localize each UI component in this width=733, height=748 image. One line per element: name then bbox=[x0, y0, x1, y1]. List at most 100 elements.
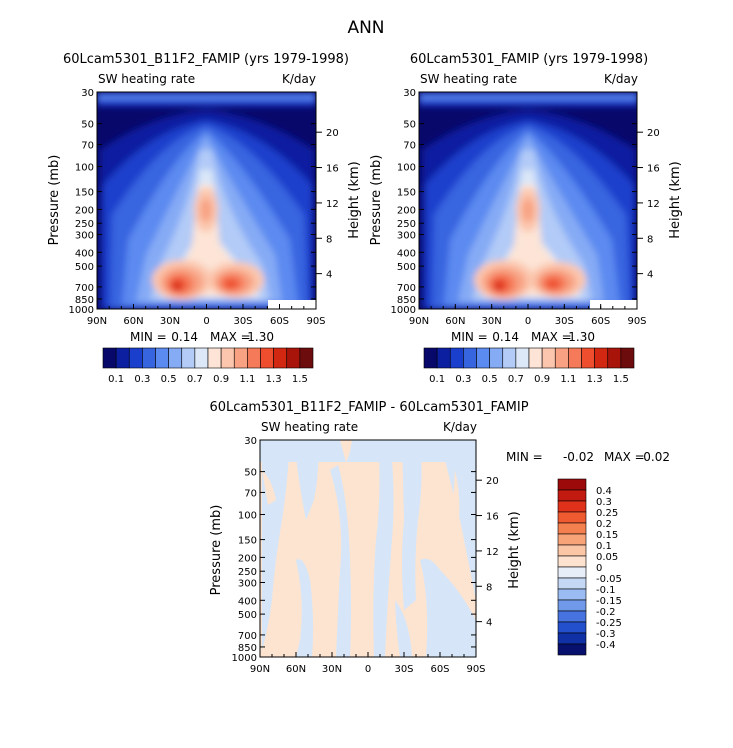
panel-2-max-value: 1.30 bbox=[568, 330, 595, 344]
x-tick-label: 0 bbox=[203, 316, 209, 327]
panel-2-min-label: MIN = bbox=[451, 330, 488, 344]
panel-2-subtitle-right: K/day bbox=[604, 72, 638, 86]
colorbar-swatch bbox=[220, 347, 235, 369]
colorbar-label: 0.3 bbox=[134, 374, 150, 385]
panel-1-colorbar: 0.1 0.3 0.5 0.7 0.9 1.1 1.3 1.5 bbox=[102, 347, 314, 385]
colorbar-label: -0.15 bbox=[596, 596, 622, 607]
y-tick-label: 850 bbox=[397, 295, 416, 306]
x-tick-label: 90N bbox=[250, 664, 270, 675]
colorbar-label: 1.5 bbox=[292, 374, 308, 385]
colorbar-label: -0.3 bbox=[596, 629, 616, 640]
y-tick-label: 400 bbox=[238, 596, 257, 607]
colorbar-swatch bbox=[557, 555, 587, 568]
y-tick-label: 30 bbox=[403, 88, 416, 99]
y-right-tick-label: 8 bbox=[326, 234, 332, 245]
x-tick-label: 30S bbox=[555, 316, 574, 327]
x-tick-label: 0 bbox=[365, 664, 371, 675]
x-tick-label: 0 bbox=[525, 316, 531, 327]
colorbar-swatch bbox=[449, 347, 464, 369]
colorbar-swatch bbox=[557, 599, 587, 612]
panel-3-title: 60Lcam5301_B11F2_FAMIP - 60Lcam5301_FAMI… bbox=[209, 400, 528, 415]
y-tick-label: 200 bbox=[75, 205, 94, 216]
panel-2-title: 60Lcam5301_FAMIP (yrs 1979-1998) bbox=[410, 52, 648, 67]
panel-1-ylabel-right: Height (km) bbox=[347, 161, 362, 238]
colorbar-swatch bbox=[528, 347, 543, 369]
colorbar-label: 0.5 bbox=[161, 374, 177, 385]
panel-3-ylabel: Pressure (mb) bbox=[209, 505, 224, 596]
colorbar-label: 0.9 bbox=[534, 374, 550, 385]
y-tick-label: 400 bbox=[397, 248, 416, 259]
colorbar-swatch bbox=[476, 347, 490, 369]
panel-2-min-value: 0.14 bbox=[492, 330, 519, 344]
panel-3-max-value: 0.02 bbox=[643, 450, 670, 464]
colorbar-swatch bbox=[557, 632, 587, 645]
colorbar-label: -0.4 bbox=[596, 640, 616, 651]
colorbar-swatch bbox=[541, 347, 556, 369]
y-tick-label: 70 bbox=[81, 140, 94, 151]
colorbar-label: -0.1 bbox=[596, 585, 616, 596]
x-tick-label: 60N bbox=[286, 664, 306, 675]
colorbar-label: -0.05 bbox=[596, 574, 622, 585]
colorbar-swatch bbox=[502, 347, 517, 369]
x-tick-label: 60S bbox=[270, 316, 289, 327]
y-tick-label: 700 bbox=[397, 283, 416, 294]
y-right-tick-label: 20 bbox=[486, 476, 499, 487]
x-tick-label: 60N bbox=[445, 316, 465, 327]
x-tick-label: 90S bbox=[306, 316, 325, 327]
colorbar-swatch bbox=[181, 347, 196, 369]
panel-1-y-right-ticks: 20 16 12 8 4 bbox=[316, 128, 339, 281]
panel-2-heatmap bbox=[419, 92, 637, 309]
y-tick-label: 100 bbox=[397, 163, 416, 174]
y-tick-label: 200 bbox=[397, 205, 416, 216]
y-right-tick-label: 12 bbox=[647, 199, 660, 210]
y-tick-label: 700 bbox=[238, 631, 257, 642]
panel-2-x-ticks: 90N 60N 30N 0 30S 60S 90S bbox=[409, 304, 647, 327]
x-tick-label: 60S bbox=[591, 316, 610, 327]
colorbar-swatch bbox=[581, 347, 595, 369]
figure-title: ANN bbox=[347, 18, 384, 38]
panel-3: 60Lcam5301_B11F2_FAMIP - 60Lcam5301_FAMI… bbox=[209, 400, 670, 675]
colorbar-label: 0.1 bbox=[596, 541, 612, 552]
y-right-tick-label: 12 bbox=[486, 547, 499, 558]
colorbar-swatch bbox=[142, 347, 156, 369]
colorbar-label: 0.4 bbox=[596, 486, 612, 497]
colorbar-swatch bbox=[557, 522, 587, 535]
y-tick-label: 300 bbox=[238, 578, 257, 589]
panel-2-subtitle-left: SW heating rate bbox=[420, 72, 517, 86]
colorbar-label: -0.2 bbox=[596, 607, 616, 618]
panel-3-min-label: MIN = bbox=[506, 450, 543, 464]
panel-1-min-value: 0.14 bbox=[171, 330, 198, 344]
y-tick-label: 400 bbox=[75, 248, 94, 259]
panel-3-max-label: MAX = bbox=[604, 450, 645, 464]
colorbar-swatch bbox=[557, 544, 587, 557]
x-tick-label: 30N bbox=[482, 316, 502, 327]
panel-2-ylabel: Pressure (mb) bbox=[369, 155, 384, 246]
colorbar-swatch bbox=[273, 347, 288, 369]
colorbar-label: 0.3 bbox=[455, 374, 471, 385]
y-right-tick-label: 8 bbox=[486, 582, 492, 593]
y-tick-label: 500 bbox=[238, 610, 257, 621]
y-tick-label: 850 bbox=[75, 295, 94, 306]
y-tick-label: 250 bbox=[238, 567, 257, 578]
x-tick-label: 90N bbox=[87, 316, 107, 327]
colorbar-swatch bbox=[194, 347, 209, 369]
colorbar-swatch bbox=[557, 577, 587, 590]
colorbar-label: 1.3 bbox=[266, 374, 282, 385]
y-tick-label: 300 bbox=[397, 230, 416, 241]
y-tick-label: 30 bbox=[244, 436, 257, 447]
colorbar-swatch bbox=[557, 478, 587, 491]
colorbar-swatch bbox=[557, 588, 587, 601]
panel-2-ylabel-right: Height (km) bbox=[668, 161, 683, 238]
colorbar-swatch bbox=[557, 533, 587, 546]
panel-1-subtitle-right: K/day bbox=[282, 72, 316, 86]
panel-1-max-label: MAX = bbox=[210, 330, 251, 344]
x-tick-label: 30N bbox=[160, 316, 180, 327]
colorbar-swatch bbox=[128, 347, 143, 369]
panel-3-subtitle-left: SW heating rate bbox=[261, 420, 358, 434]
colorbar-label: 1.3 bbox=[587, 374, 603, 385]
colorbar-label: 0.05 bbox=[596, 552, 618, 563]
y-tick-label: 1000 bbox=[391, 305, 416, 316]
panel-2-y-right-ticks: 20 16 12 8 4 bbox=[637, 128, 660, 281]
